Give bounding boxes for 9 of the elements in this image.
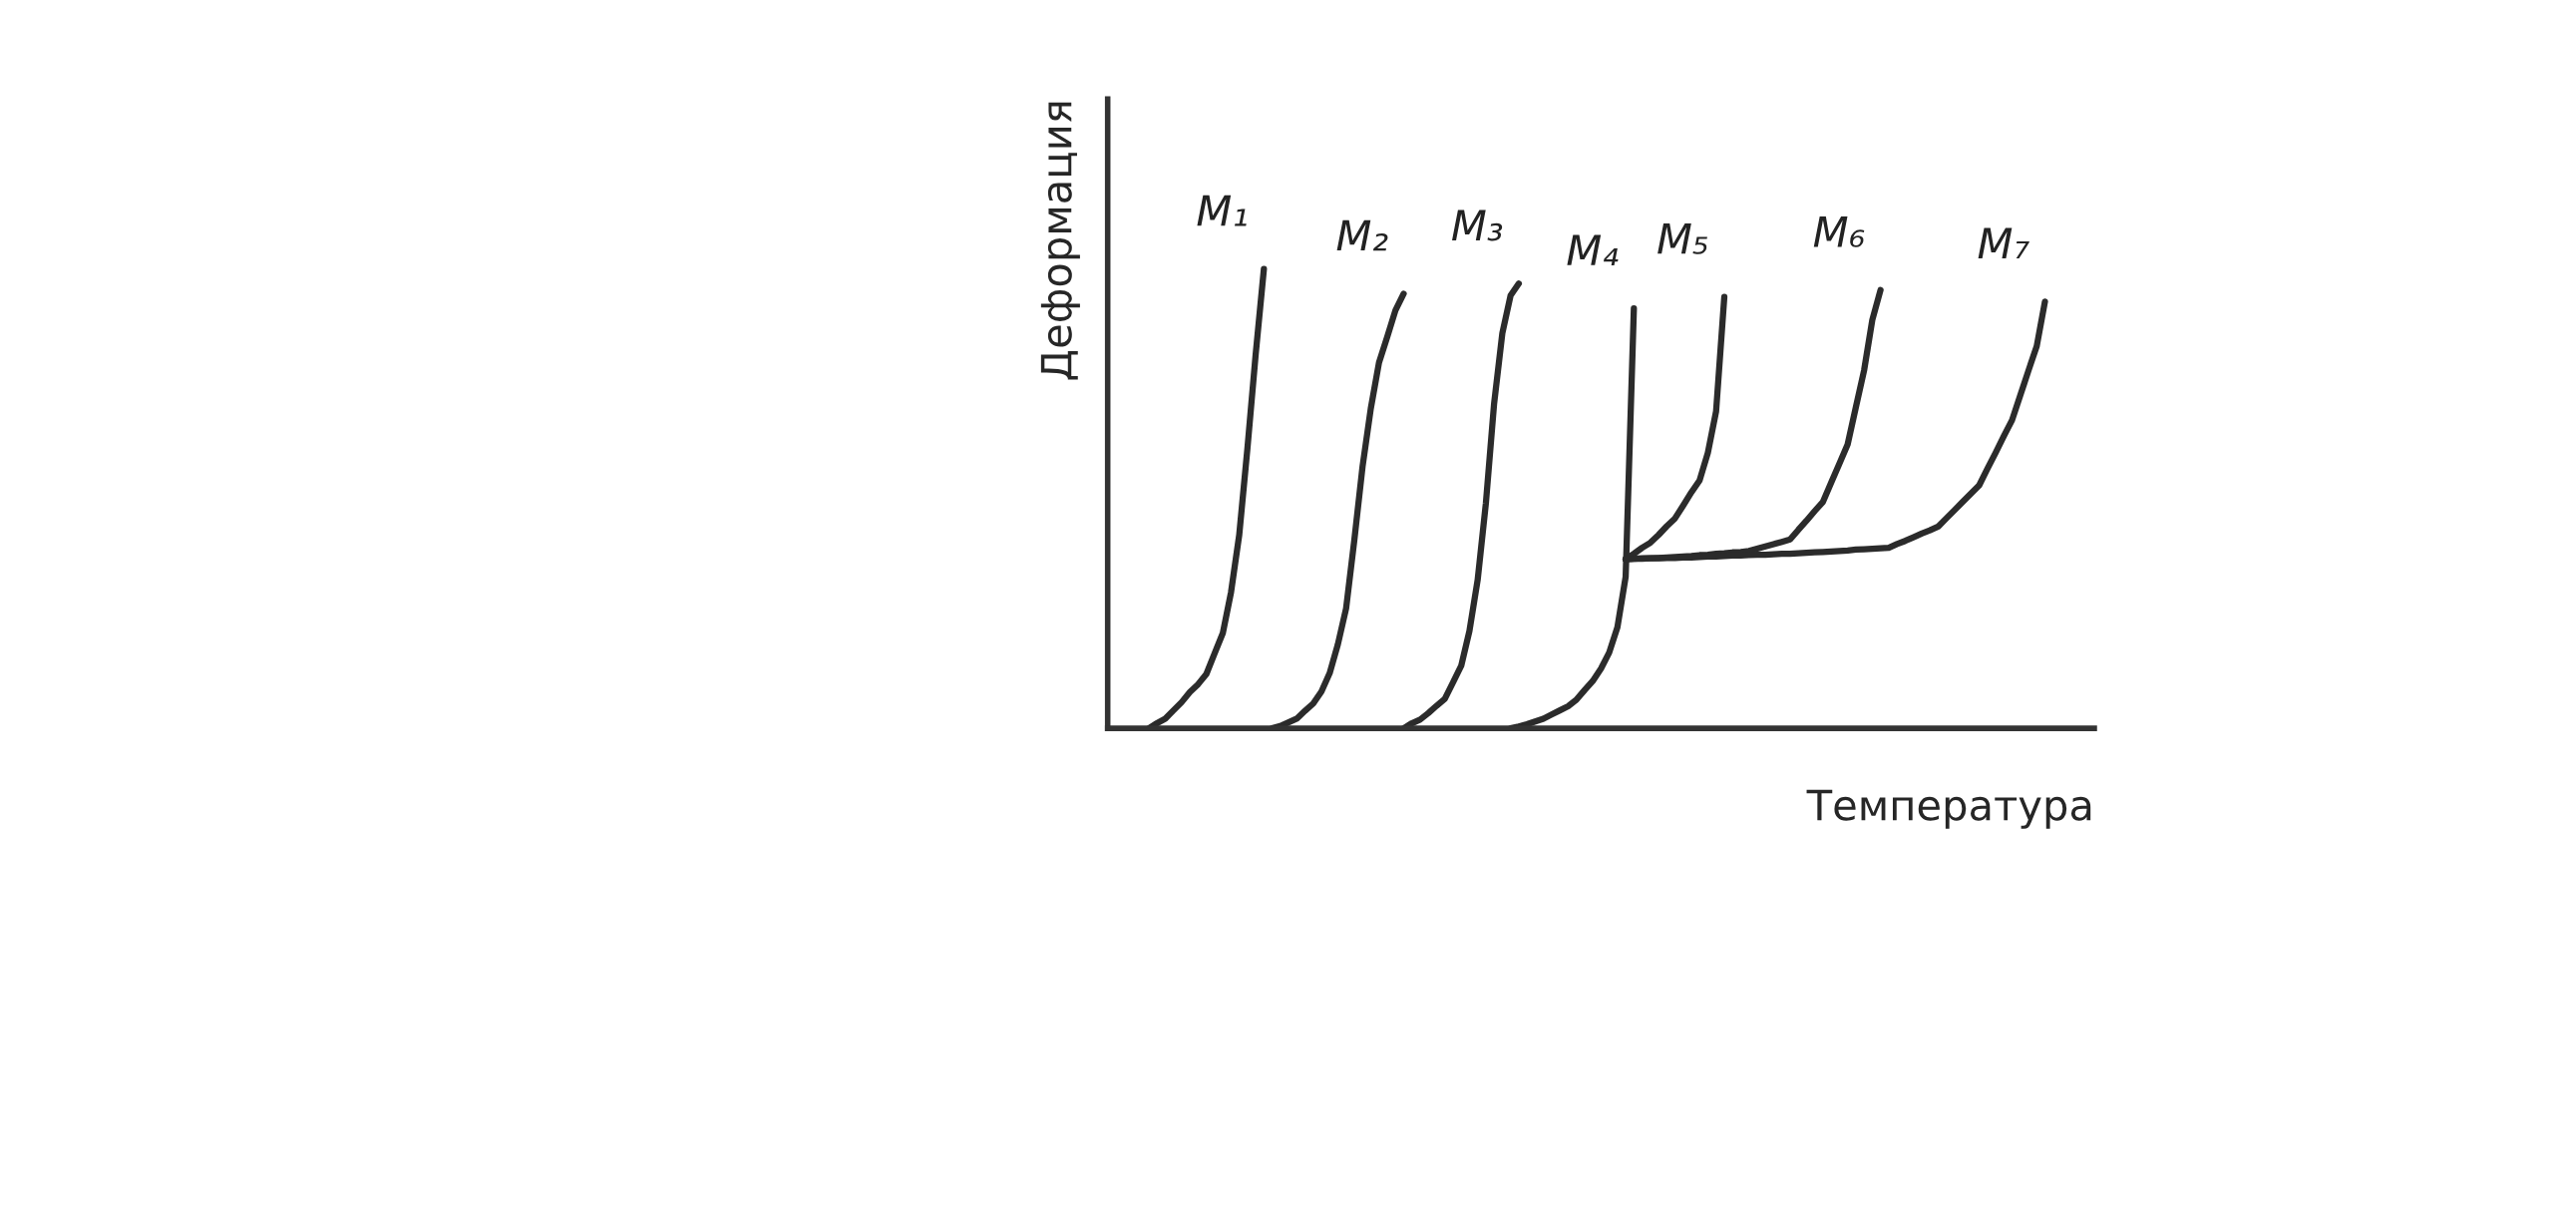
series-label: M₅ bbox=[1657, 222, 1707, 254]
series-label: M₇ bbox=[1978, 227, 2029, 259]
series-label: M₆ bbox=[1813, 216, 1865, 247]
series-label: M₄ bbox=[1567, 234, 1619, 265]
series-label: M₁ bbox=[1197, 195, 1247, 226]
y-axis-title: Деформация bbox=[1040, 102, 1080, 380]
series-label: M₂ bbox=[1336, 219, 1388, 251]
x-axis-title: Температура bbox=[1806, 789, 2091, 829]
series-label: M₃ bbox=[1452, 209, 1503, 241]
